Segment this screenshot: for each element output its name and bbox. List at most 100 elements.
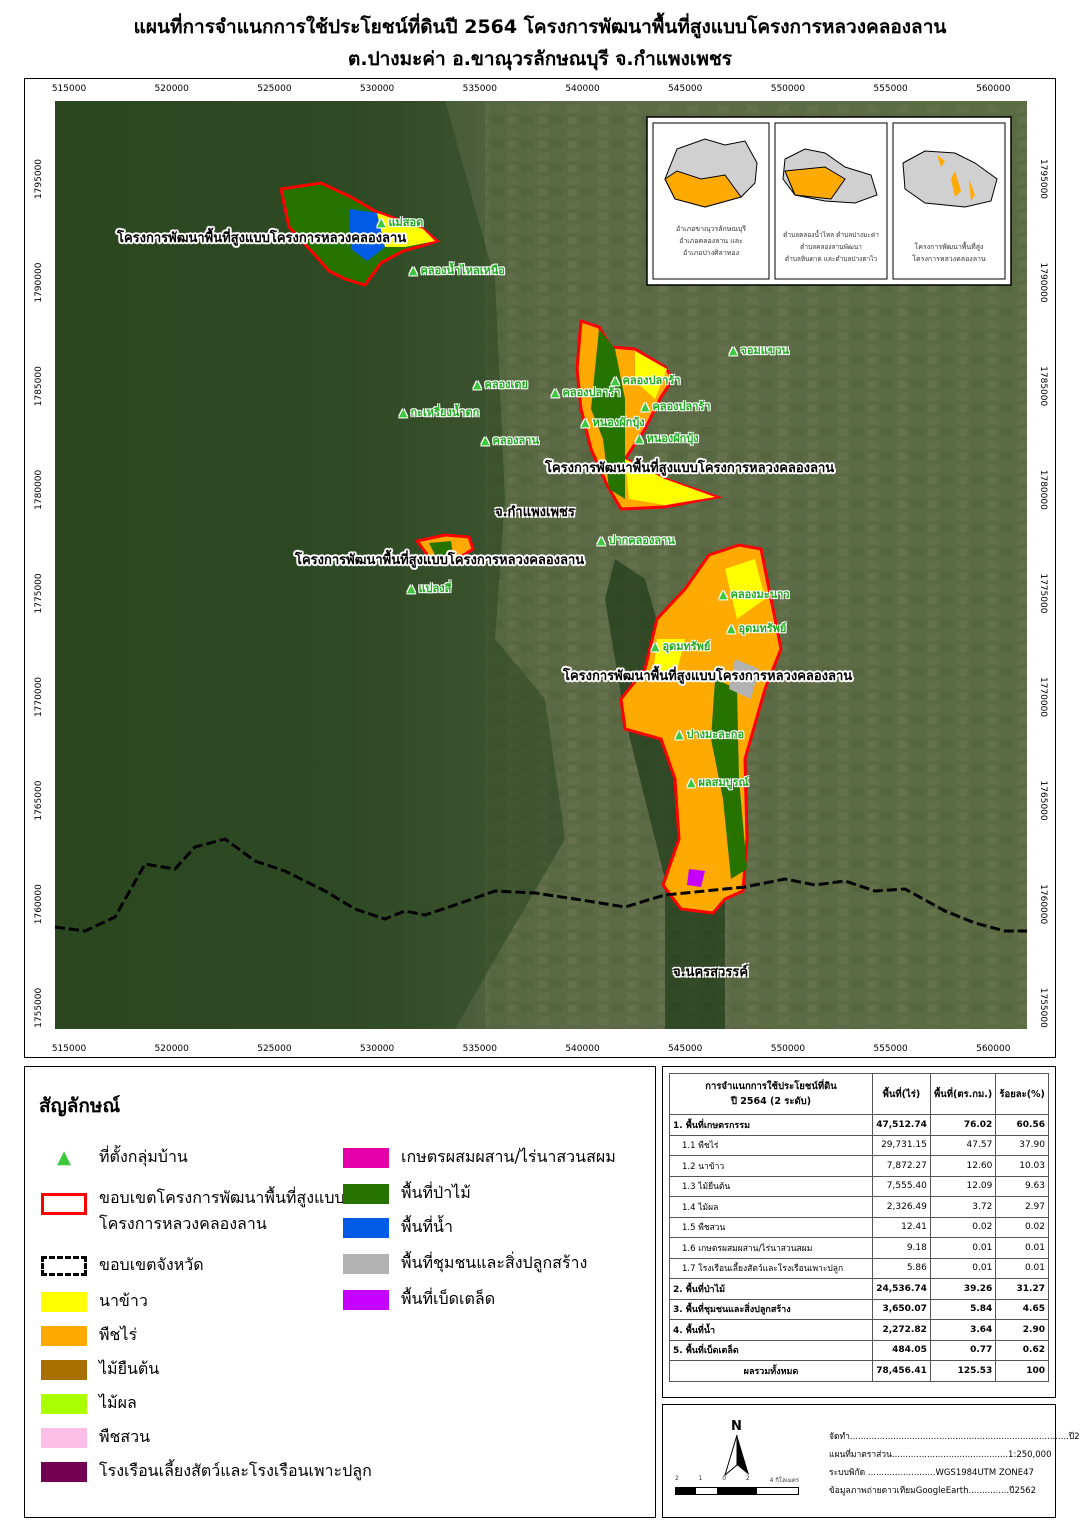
village-marker[interactable]: ▲ คลองน้ำไหลเหนือ <box>409 264 505 277</box>
village-marker[interactable]: ▲ หนองผักบุ้ง <box>581 416 645 429</box>
village-label: ปางมะละกอ <box>686 728 745 741</box>
y-tick-label: 1770000 <box>1038 677 1048 717</box>
y-tick-label: 1755000 <box>34 987 44 1027</box>
north-arrow-icon <box>724 1435 749 1477</box>
y-tick-label: 1765000 <box>1038 781 1048 821</box>
legend-mixed-farm: เกษตรผสมผสาน/ไร่นาสวนสผม <box>343 1145 616 1170</box>
cell-label: 1.6 เกษตรผสมผสาน/ไร่นาสวนสผม <box>669 1237 873 1259</box>
village-marker[interactable]: ▲ หนองผักบุ้ง <box>635 432 699 445</box>
village-label: แปลงสี่ <box>418 582 452 595</box>
inset-caption-1: อำเภอขาณุวรลักษณบุรี อำเภอคลองลาน และ อำเภ… <box>675 225 747 257</box>
cell-rai: 24,536.74 <box>872 1278 931 1300</box>
x-tick-label: 555000 <box>873 84 908 94</box>
cell-pct: 9.63 <box>995 1175 1049 1197</box>
legend-greenhouse: โรงเรือนเลี้ยงสัตว์และโรงเรือนเพาะปลูก <box>41 1459 372 1484</box>
village-marker[interactable]: ▲ อุดมทรัพย์ <box>651 640 711 653</box>
cell-pct: 0.02 <box>995 1216 1049 1238</box>
village-marker[interactable]: ▲ กะเหรี่ยงน้ำตก <box>399 406 480 419</box>
cell-rai: 3,650.07 <box>872 1298 931 1320</box>
north-label: N <box>731 1419 742 1434</box>
village-label: อุดมทรัพย์ <box>738 622 787 635</box>
village-marker[interactable]: ▲ คลองปลาร้า <box>551 386 621 399</box>
x-axis-bottom: 515000 520000 525000 530000 535000 540000 5450… <box>52 1044 1011 1054</box>
village-marker[interactable]: ▲ ปากคลองลาน <box>597 534 675 547</box>
header-rai: พื้นที่(ไร่) <box>872 1073 931 1115</box>
cell-label: 1.4 ไม้ผล <box>669 1196 873 1218</box>
legend-title: สัญลักษณ์ <box>39 1095 121 1117</box>
map-frame[interactable]: 515000 520000 525000 530000 535000 540000 5450… <box>24 78 1056 1058</box>
x-axis-top: 515000 520000 525000 530000 535000 540000 5450… <box>52 84 1011 94</box>
land-use-table-panel: การจำแนกการใช้ประโยชน์ที่ดิน ปี 2564 (2 ร… <box>662 1066 1056 1398</box>
meta-crs: ระบบพิกัด .........................WGS19… <box>829 1468 1034 1478</box>
cell-rai: 47,512.74 <box>872 1114 931 1136</box>
legend-field-crop: พืชไร่ <box>41 1323 137 1348</box>
village-marker[interactable]: ▲ คลองปลาร้า <box>611 374 681 387</box>
y-tick-label: 1775000 <box>1038 573 1048 613</box>
x-tick-label: 530000 <box>360 84 395 94</box>
village-marker[interactable]: ▲ แม่สอด <box>377 216 424 229</box>
village-marker[interactable]: ▲ จอมแขวน <box>729 344 790 357</box>
cell-label: 3. พื้นที่ชุมชนและสิ่งปลูกสร้าง <box>669 1298 873 1320</box>
cell-pct: 0.62 <box>995 1339 1049 1361</box>
cell-pct: 37.90 <box>995 1134 1049 1156</box>
mountain-forest <box>55 101 565 1029</box>
legend-misc: พื้นที่เบ็ดเตล็ด <box>343 1287 495 1312</box>
village-label: จอมแขวน <box>740 344 790 357</box>
y-tick-label: 1770000 <box>34 677 44 717</box>
legend-province-boundary: ขอบเขตจังหวัด <box>41 1253 204 1278</box>
red-outline-swatch <box>41 1193 87 1215</box>
table-row: 1.5 พืชสวน 12.41 0.02 0.02 <box>669 1216 1049 1238</box>
project-label-south: โครงการพัฒนาพื้นที่สูงแบบโครงการหลวงคลอง… <box>563 669 853 684</box>
cell-km2: 47.57 <box>929 1134 997 1156</box>
project-area-central[interactable] <box>575 318 723 511</box>
table-row: 1.1 พืชไร่ 29,731.15 47.57 37.90 <box>669 1134 1049 1156</box>
village-marker[interactable]: ▲ คลองปลาร้า <box>641 400 711 413</box>
cell-label: 1.5 พืชสวน <box>669 1216 873 1238</box>
x-tick-label: 515000 <box>52 84 87 94</box>
table-row: 1.7 โรงเรือนเลี้ยงสัตว์และโรงเรือนเพาะปล… <box>669 1257 1049 1279</box>
cell-rai: 29,731.15 <box>872 1134 931 1156</box>
cell-label: 2. พื้นที่ป่าไม้ <box>669 1278 873 1300</box>
village-label: คลองเตย <box>484 378 528 391</box>
village-marker[interactable]: ▲ ปางมะละกอ <box>675 728 745 741</box>
village-marker[interactable]: ▲ คลองเตย <box>473 378 528 391</box>
dashed-outline-swatch <box>41 1255 87 1276</box>
project-area-north[interactable] <box>279 181 440 287</box>
village-marker[interactable]: ▲ แปลงสี่ <box>407 582 452 595</box>
village-marker[interactable]: ▲ คลองมะนาว <box>719 588 790 601</box>
village-label: คลองปลาร้า <box>652 400 711 413</box>
land-use-table: การจำแนกการใช้ประโยชน์ที่ดิน ปี 2564 (2 ร… <box>669 1073 1049 1382</box>
project-area-south[interactable] <box>619 543 783 915</box>
x-tick-label: 520000 <box>155 1044 190 1054</box>
village-label: คลองปลาร้า <box>562 386 621 399</box>
x-tick-label: 540000 <box>565 1044 600 1054</box>
x-tick-label: 525000 <box>257 1044 292 1054</box>
village-marker[interactable]: ▲ อุดมทรัพย์ <box>727 622 787 635</box>
y-tick-label: 1790000 <box>1038 263 1048 303</box>
cell-km2: 12.09 <box>929 1175 997 1197</box>
x-tick-label: 555000 <box>873 1044 908 1054</box>
cell-label: 1.3 ไม้ยืนต้น <box>669 1175 873 1197</box>
y-axis: 1795000 1795000 1790000 1790000 1785000 17850… <box>34 159 1048 1028</box>
x-tick-label: 525000 <box>257 84 292 94</box>
cell-km2: 0.01 <box>929 1237 997 1259</box>
cell-rai: 5.86 <box>872 1257 931 1279</box>
cell-rai: 12.41 <box>872 1216 931 1238</box>
x-tick-label: 550000 <box>771 84 806 94</box>
meta-imagery: ข้อมูลภาพถ่ายดาวเทียมGoogleEarth........… <box>829 1486 1037 1496</box>
inset-maps <box>646 116 1012 286</box>
legend: สัญลักษณ์ ▲ ที่ตั้งกลุ่มบ้าน ขอบเขตโครงก… <box>24 1066 656 1518</box>
cell-label: ผลรวมทั้งหมด <box>669 1360 873 1382</box>
table-total-row: ผลรวมทั้งหมด 78,456.41 125.53 100 <box>669 1360 1049 1382</box>
project-area-west[interactable] <box>414 533 475 565</box>
cell-rai: 2,326.49 <box>872 1196 931 1218</box>
village-label: อุดมทรัพย์ <box>662 640 711 653</box>
x-tick-label: 535000 <box>463 1044 498 1054</box>
y-tick-label: 1775000 <box>34 573 44 613</box>
village-marker[interactable]: ▲ ผลสมบูรณ์ <box>687 776 749 789</box>
village-marker[interactable]: ▲ คลองลาน <box>481 434 539 447</box>
header-pct: ร้อยละ(%) <box>995 1073 1049 1115</box>
map-canvas[interactable]: 515000 520000 525000 530000 535000 540000 5450… <box>25 79 1055 1057</box>
x-tick-label: 540000 <box>565 84 600 94</box>
